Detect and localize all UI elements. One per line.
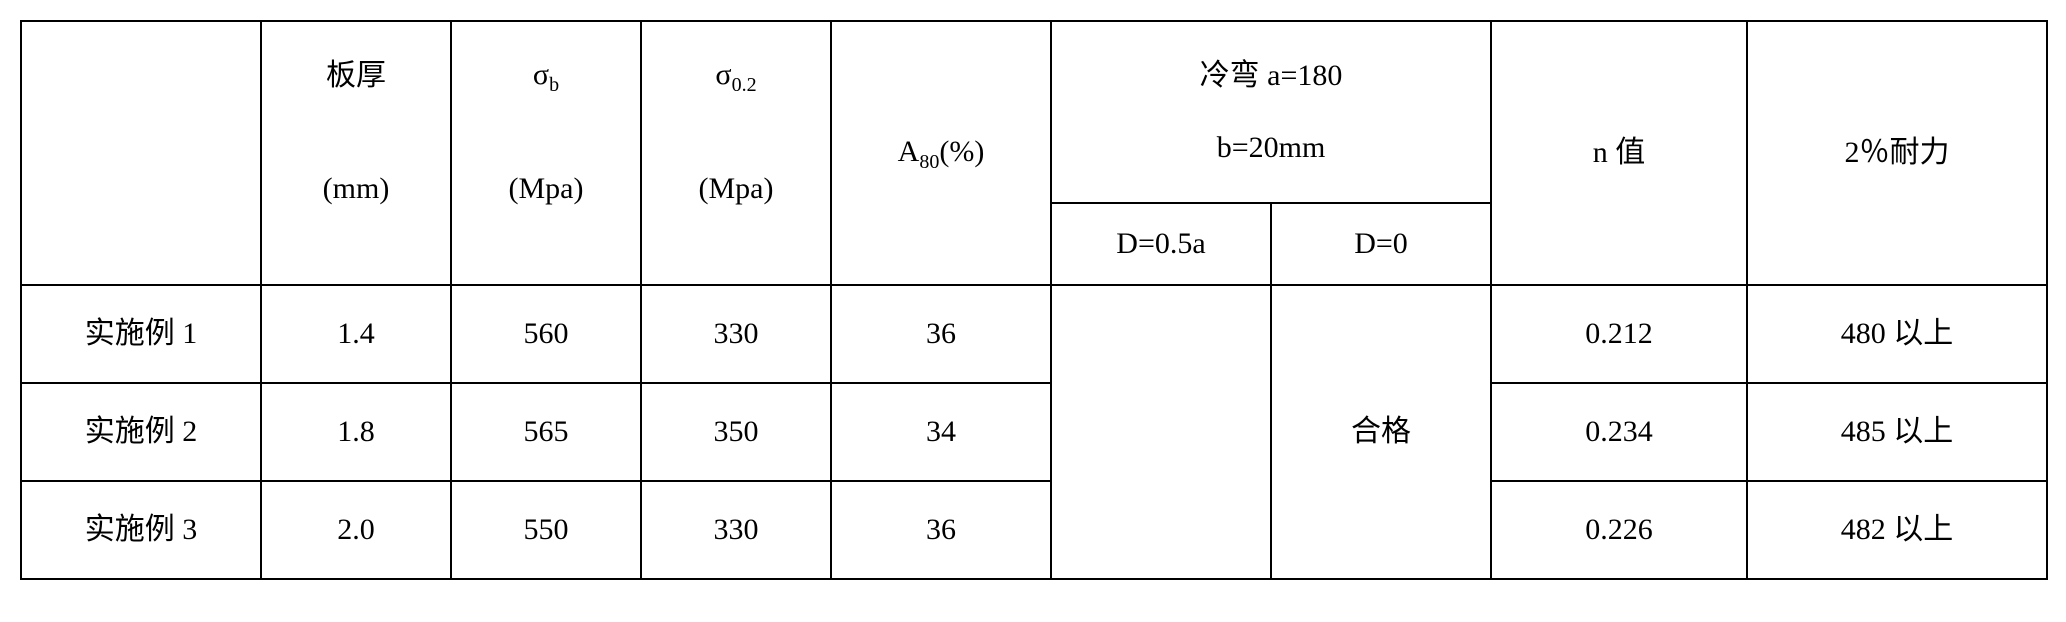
cell-n: 0.226	[1491, 481, 1747, 579]
header-bend-l2: b=20mm	[1051, 112, 1491, 203]
header-sigma-b-l2: (Mpa)	[451, 112, 641, 285]
sigma-02-sub: 0.2	[732, 74, 757, 96]
cell-sigma-02: 330	[641, 481, 831, 579]
cell-proof: 485 以上	[1747, 383, 2047, 481]
cell-bend-d0-merged: 合格	[1271, 285, 1491, 579]
cell-thickness: 1.4	[261, 285, 451, 383]
header-n-value: n 值	[1491, 21, 1747, 285]
row-label: 实施例 2	[21, 383, 261, 481]
table-row: 实施例 2 1.8 565 350 34 0.234 485 以上	[21, 383, 2047, 481]
cell-sigma-b: 560	[451, 285, 641, 383]
sigma-b-sub: b	[549, 74, 559, 96]
cell-a80: 36	[831, 285, 1051, 383]
cell-thickness: 2.0	[261, 481, 451, 579]
header-sigma-02-l1: σ0.2	[641, 21, 831, 112]
cell-bend-d05a-merged	[1051, 285, 1271, 579]
table-row: 实施例 1 1.4 560 330 36 合格 0.212 480 以上	[21, 285, 2047, 383]
header-proof-2pct: 2％耐力	[1747, 21, 2047, 285]
table-row: 实施例 3 2.0 550 330 36 0.226 482 以上	[21, 481, 2047, 579]
header-sigma-02-l2: (Mpa)	[641, 112, 831, 285]
cell-a80: 34	[831, 383, 1051, 481]
a80-sub: 80	[919, 151, 939, 173]
header-thickness-l2: (mm)	[261, 112, 451, 285]
cell-sigma-b: 550	[451, 481, 641, 579]
cell-thickness: 1.8	[261, 383, 451, 481]
header-blank	[21, 21, 261, 285]
cell-sigma-b: 565	[451, 383, 641, 481]
header-bend-d05a: D=0.5a	[1051, 203, 1271, 285]
cell-n: 0.212	[1491, 285, 1747, 383]
header-sigma-b-l1: σb	[451, 21, 641, 112]
cell-proof: 480 以上	[1747, 285, 2047, 383]
a80-post: (%)	[939, 135, 984, 168]
row-label: 实施例 3	[21, 481, 261, 579]
cell-sigma-02: 330	[641, 285, 831, 383]
header-bend-d0: D=0	[1271, 203, 1491, 285]
header-a80: A80(%)	[831, 21, 1051, 285]
row-label: 实施例 1	[21, 285, 261, 383]
header-bend-l1: 冷弯 a=180	[1051, 21, 1491, 112]
material-properties-table: 板厚 σb σ0.2 A80(%) 冷弯 a=180 n 值 2％耐力 (mm)…	[20, 20, 2048, 580]
cell-sigma-02: 350	[641, 383, 831, 481]
header-row-1: 板厚 σb σ0.2 A80(%) 冷弯 a=180 n 值 2％耐力	[21, 21, 2047, 112]
cell-proof: 482 以上	[1747, 481, 2047, 579]
header-thickness-l1: 板厚	[261, 21, 451, 112]
sigma-b-symbol: σ	[533, 58, 549, 91]
cell-n: 0.234	[1491, 383, 1747, 481]
sigma-02-symbol: σ	[715, 58, 731, 91]
a80-pre: A	[898, 135, 920, 168]
cell-a80: 36	[831, 481, 1051, 579]
